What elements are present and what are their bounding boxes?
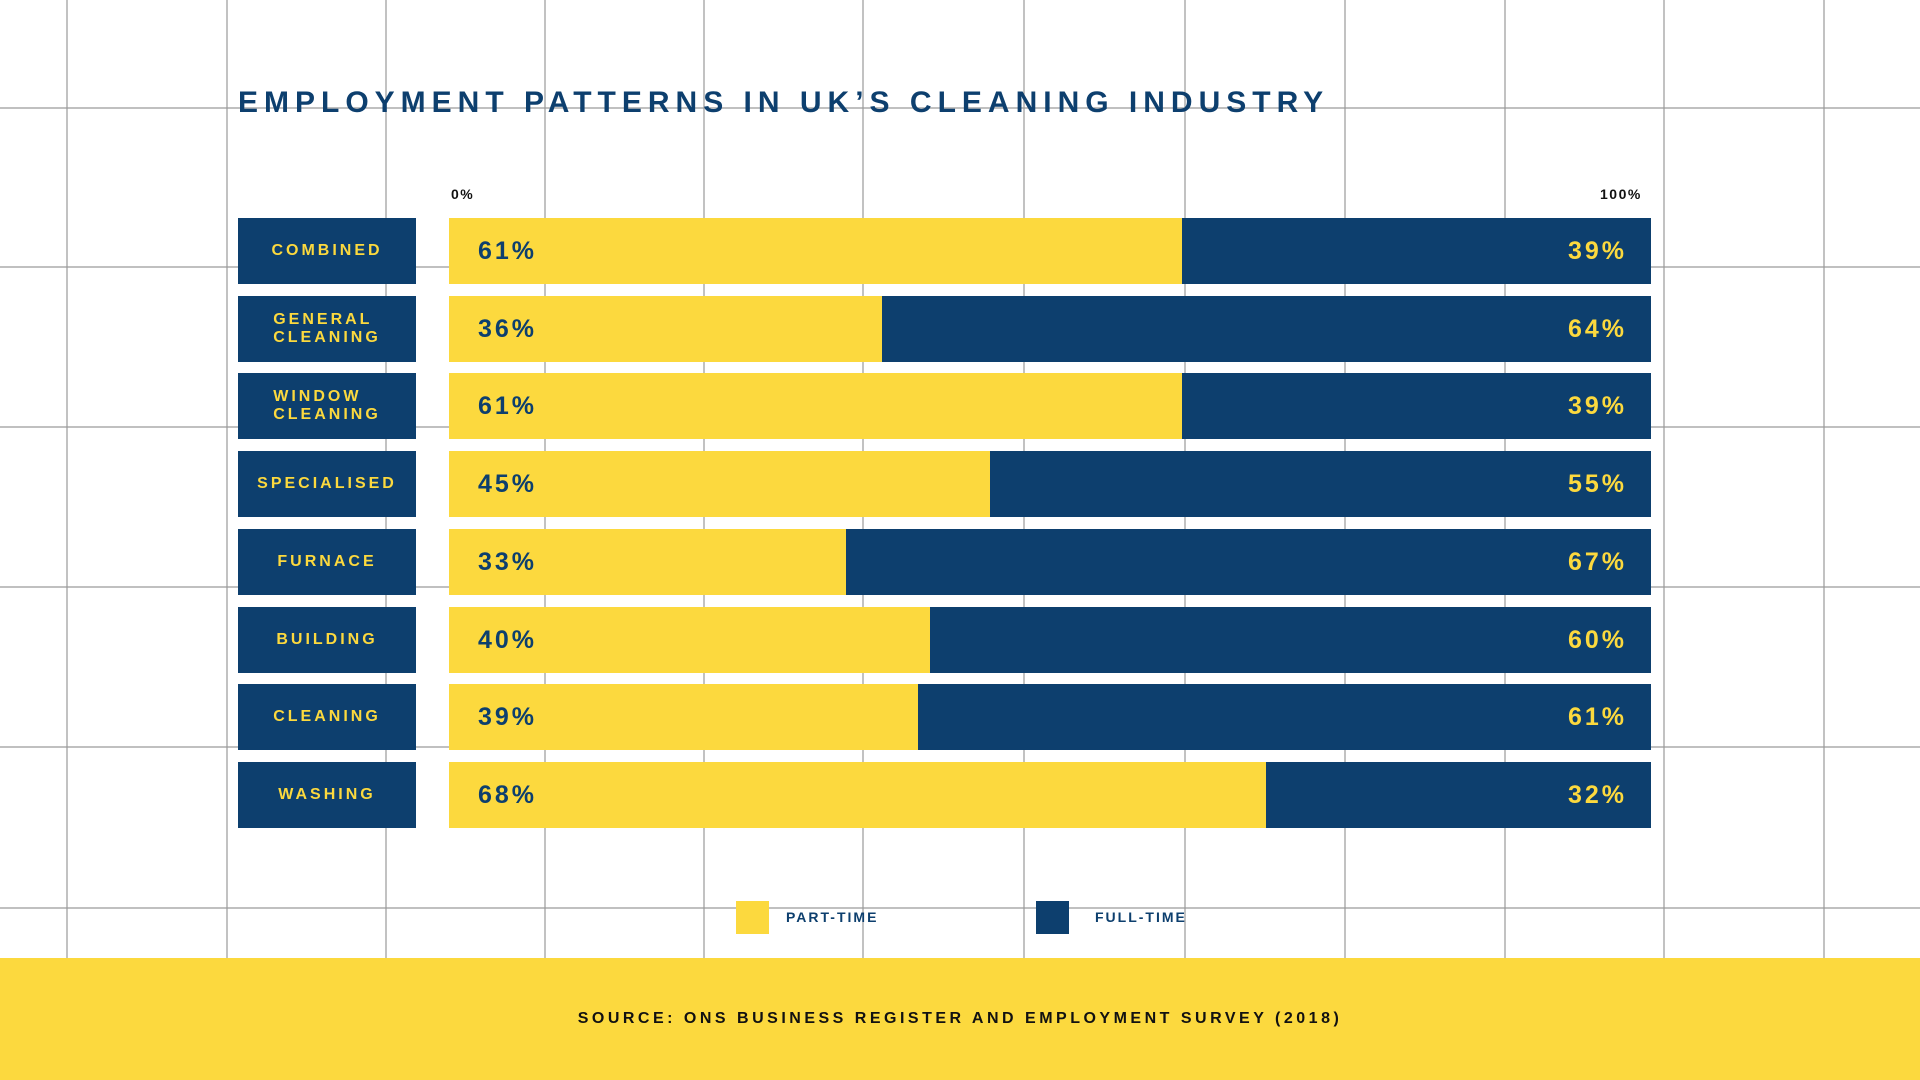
value-label-part-time: 36% bbox=[478, 314, 538, 343]
value-label-full-time: 60% bbox=[1567, 625, 1627, 654]
bar-row: COMBINED 61% 39% bbox=[0, 218, 1920, 284]
bar-row: BUILDING 40% 60% bbox=[0, 606, 1920, 673]
bar-row: GENERAL CLEANING 36% 64% bbox=[0, 295, 1920, 362]
category-label: BUILDING bbox=[238, 606, 416, 673]
category-label: FURNACE bbox=[238, 528, 416, 595]
bar-full-time bbox=[1182, 218, 1651, 284]
bar-row: SPECIALISED 45% 55% bbox=[0, 451, 1920, 518]
bar-full-time bbox=[929, 606, 1651, 673]
bar-part-time bbox=[449, 451, 990, 518]
value-label-full-time: 32% bbox=[1567, 780, 1627, 809]
bar-row: WINDOW CLEANING 61% 39% bbox=[0, 373, 1920, 440]
category-label-text: BUILDING bbox=[276, 630, 378, 648]
bar-full-time bbox=[989, 451, 1651, 518]
bar-part-time bbox=[449, 606, 930, 673]
source-text: SOURCE: ONS BUSINESS REGISTER AND EMPLOY… bbox=[577, 1010, 1343, 1027]
category-label-text: FURNACE bbox=[277, 552, 377, 570]
category-label-text: CLEANING bbox=[273, 708, 381, 726]
value-label-part-time: 61% bbox=[478, 237, 538, 265]
category-label: SPECIALISED bbox=[238, 451, 416, 518]
source-footer: SOURCE: ONS BUSINESS REGISTER AND EMPLOY… bbox=[0, 958, 1920, 1080]
category-label: CLEANING bbox=[238, 684, 416, 751]
legend-label-full-time: FULL-TIME bbox=[1095, 909, 1187, 925]
axis-min-label: 0% bbox=[451, 186, 475, 202]
bar-part-time bbox=[449, 684, 918, 751]
value-label-full-time: 67% bbox=[1567, 547, 1627, 576]
legend-swatch-full-time bbox=[1036, 901, 1069, 934]
bar-row: CLEANING 39% 61% bbox=[0, 684, 1920, 751]
value-label-part-time: 68% bbox=[478, 780, 538, 809]
bar-part-time bbox=[449, 373, 1183, 440]
category-label-text: GENERAL CLEANING bbox=[273, 310, 381, 346]
legend-swatch-part-time bbox=[736, 901, 769, 934]
bar-row: WASHING 68% 32% bbox=[0, 761, 1920, 828]
bar-full-time bbox=[1266, 761, 1651, 828]
value-label-part-time: 61% bbox=[478, 392, 538, 421]
bar-row: FURNACE 33% 67% bbox=[0, 528, 1920, 595]
value-label-part-time: 33% bbox=[478, 547, 538, 576]
bar-part-time bbox=[449, 295, 882, 362]
bar-part-time bbox=[449, 528, 846, 595]
value-label-full-time: 39% bbox=[1567, 392, 1627, 421]
axis-max-label: 100% bbox=[1600, 186, 1642, 202]
value-label-full-time: 39% bbox=[1567, 237, 1627, 265]
category-label: WINDOW CLEANING bbox=[238, 373, 416, 440]
value-label-full-time: 55% bbox=[1567, 470, 1627, 499]
bar-part-time bbox=[449, 761, 1267, 828]
category-label-text: WINDOW CLEANING bbox=[273, 388, 381, 424]
bar-full-time bbox=[917, 684, 1651, 751]
category-label-text: COMBINED bbox=[271, 242, 383, 259]
category-label-text: SPECIALISED bbox=[257, 475, 397, 493]
category-label: COMBINED bbox=[238, 218, 416, 284]
value-label-full-time: 61% bbox=[1567, 703, 1627, 732]
bar-full-time bbox=[881, 295, 1651, 362]
value-label-full-time: 64% bbox=[1567, 314, 1627, 343]
value-label-part-time: 45% bbox=[478, 470, 538, 499]
bar-full-time bbox=[1182, 373, 1651, 440]
legend-label-part-time: PART-TIME bbox=[786, 909, 879, 925]
category-label: GENERAL CLEANING bbox=[238, 295, 416, 362]
value-label-part-time: 39% bbox=[478, 703, 538, 732]
value-label-part-time: 40% bbox=[478, 625, 538, 654]
category-label-text: WASHING bbox=[278, 785, 376, 803]
category-label: WASHING bbox=[238, 761, 416, 828]
bar-part-time bbox=[449, 218, 1183, 284]
bar-full-time bbox=[845, 528, 1651, 595]
chart-title: EMPLOYMENT PATTERNS IN UK’S CLEANING IND… bbox=[238, 86, 1330, 119]
